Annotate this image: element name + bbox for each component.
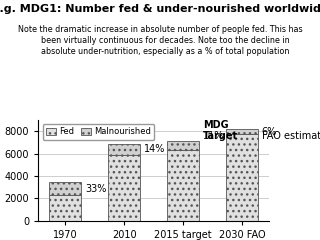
Text: MDG
Target: MDG Target (203, 120, 238, 141)
Text: 11%: 11% (203, 108, 224, 141)
Legend: Fed, Malnourished: Fed, Malnourished (43, 124, 155, 140)
Bar (108, 144, 140, 155)
Bar (167, 150, 199, 221)
Y-axis label: millions: millions (0, 151, 2, 189)
Text: Note the dramatic increase in absolute number of people fed. This has
    been v: Note the dramatic increase in absolute n… (18, 25, 302, 56)
Bar (108, 155, 140, 221)
Bar (49, 182, 81, 195)
Text: e.g. MDG1: Number fed & under-nourished worldwide: e.g. MDG1: Number fed & under-nourished … (0, 4, 320, 14)
Bar (49, 195, 81, 221)
Text: 6%: 6% (262, 126, 277, 137)
Bar (226, 134, 258, 221)
Bar (167, 141, 199, 150)
Text: FAO estimate: FAO estimate (262, 131, 320, 141)
Text: 14%: 14% (144, 144, 165, 154)
Bar (226, 129, 258, 134)
Text: 33%: 33% (85, 184, 106, 194)
